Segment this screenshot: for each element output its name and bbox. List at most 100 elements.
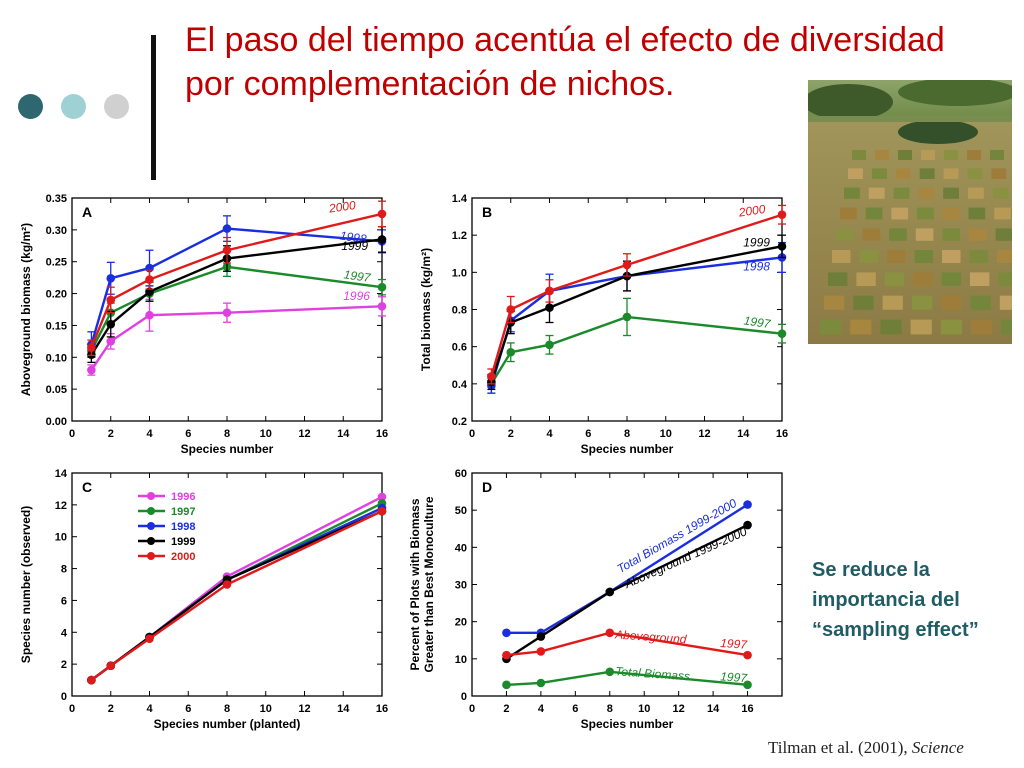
y-tick-label: 4	[61, 627, 68, 639]
y-tick-label: 8	[61, 564, 67, 576]
data-point	[777, 242, 787, 251]
y-tick-label: 0	[61, 691, 67, 703]
data-point	[536, 647, 546, 656]
y-tick-label: 0.00	[46, 416, 67, 428]
series-label-1999: 1999	[341, 239, 368, 253]
data-point	[605, 587, 615, 597]
data-point	[87, 365, 96, 375]
x-tick-label: 16	[776, 428, 788, 440]
chart-panel-a: 0 2 4 6 8 10 12 14 16 0.00 0.05 0.10 0.15 0.20 0.25 0.3…	[19, 193, 388, 456]
note-line-2: importancia del	[812, 589, 960, 611]
x-axis-label: Species number	[181, 442, 274, 456]
data-point	[545, 340, 554, 350]
x-tick-label: 8	[624, 428, 630, 440]
x-axis-label: Species number (planted)	[154, 717, 301, 731]
y-tick-label: 1.2	[452, 230, 467, 242]
y-tick-label: 14	[55, 468, 68, 480]
data-point	[506, 347, 516, 357]
x-tick-label: 10	[660, 428, 672, 440]
series-label-1999: 1999	[743, 235, 770, 249]
data-point	[222, 308, 232, 317]
citation-authors: Tilman et al. (2001),	[768, 738, 912, 757]
x-tick-label: 2	[503, 703, 509, 715]
data-point	[377, 302, 387, 311]
y-tick-label: 1.4	[452, 193, 468, 205]
x-tick-label: 4	[538, 703, 545, 715]
y-tick-label: 0.15	[46, 320, 67, 332]
decor-dot-dark	[18, 94, 43, 119]
x-tick-label: 12	[298, 428, 310, 440]
data-point	[545, 286, 554, 296]
data-point	[777, 210, 787, 220]
decor-dot-grey	[104, 94, 129, 119]
data-point	[605, 628, 615, 638]
x-tick-label: 12	[673, 703, 685, 715]
y-tick-label: 0.35	[46, 193, 67, 205]
data-point	[106, 295, 116, 305]
legend-label-1997: 1997	[171, 506, 195, 518]
x-tick-label: 8	[224, 428, 230, 440]
data-point	[743, 680, 752, 690]
y-axis-label: Total biomass (kg/m²)	[419, 248, 433, 371]
legend-marker-1996	[147, 492, 155, 500]
series-label-aboveground: Aboveground	[614, 627, 688, 646]
data-point	[622, 312, 632, 322]
x-tick-label: 4	[546, 428, 553, 440]
legend-label-2000: 2000	[171, 551, 195, 563]
citation: Tilman et al. (2001), Science	[768, 738, 964, 758]
y-tick-label: 50	[455, 505, 467, 517]
data-point	[106, 319, 116, 329]
series-line-1999	[490, 245, 783, 383]
y-tick-label: 60	[455, 468, 467, 480]
series-label-total-biomass: Total Biomass	[615, 664, 691, 683]
citation-journal: Science	[911, 738, 964, 757]
y-axis-label: Aboveground biomass (kg/m²)	[19, 223, 33, 396]
chart-panel-b: 0 2 4 6 8 10 12 14 16 0.2 0.4 0.6 0.8 1.0 1.2 1.4 Specie…	[419, 193, 788, 456]
y-tick-label: 1.0	[452, 267, 467, 279]
data-point	[377, 282, 387, 292]
slide-title: El paso del tiempo acentúa el efecto de …	[185, 18, 1015, 106]
y-tick-label: 40	[455, 542, 467, 554]
data-point	[222, 224, 232, 233]
panel-letter: B	[482, 204, 492, 220]
data-point	[545, 303, 554, 312]
legend-marker-1999	[147, 537, 155, 545]
x-tick-label: 10	[260, 428, 272, 440]
data-point	[222, 580, 232, 589]
y-tick-label: 10	[55, 532, 67, 544]
x-tick-label: 6	[572, 703, 578, 715]
x-tick-label: 4	[146, 428, 153, 440]
series-label-aboveground-year: 1997	[720, 636, 749, 652]
series-label-1998: 1998	[339, 229, 368, 247]
series-label-2000: 2000	[327, 198, 357, 216]
data-point	[605, 667, 615, 677]
x-tick-label: 16	[376, 703, 388, 715]
data-point	[377, 492, 387, 502]
series-line-Total-Biomass-1997	[506, 670, 748, 687]
x-tick-label: 4	[146, 703, 153, 715]
legend-marker-1998	[147, 522, 155, 530]
data-point	[536, 678, 546, 688]
series-label-total-biomass-year: 1997	[720, 669, 749, 685]
data-point	[502, 680, 511, 690]
sampling-effect-note: Se reduce la importancia del “sampling e…	[812, 555, 1012, 645]
series-line-1999	[90, 238, 383, 356]
x-tick-label: 14	[707, 703, 720, 715]
data-point	[502, 628, 511, 638]
series-label-1997: 1997	[743, 313, 773, 331]
x-tick-label: 12	[698, 428, 710, 440]
x-axis-label: Species number	[581, 442, 674, 456]
data-point	[377, 209, 387, 219]
x-tick-label: 10	[638, 703, 650, 715]
data-point	[377, 506, 387, 516]
y-tick-label: 2	[61, 659, 67, 671]
slide-title-line2: por complementación de nichos.	[185, 65, 675, 103]
x-tick-label: 16	[741, 703, 753, 715]
y-tick-label: 30	[455, 580, 467, 592]
series-line-2000	[490, 213, 783, 377]
y-axis-label: Species number (observed)	[19, 506, 33, 663]
series-line-1996	[90, 305, 383, 371]
note-line-3: “sampling effect”	[812, 619, 979, 641]
x-tick-label: 6	[185, 703, 191, 715]
data-point	[145, 634, 154, 643]
